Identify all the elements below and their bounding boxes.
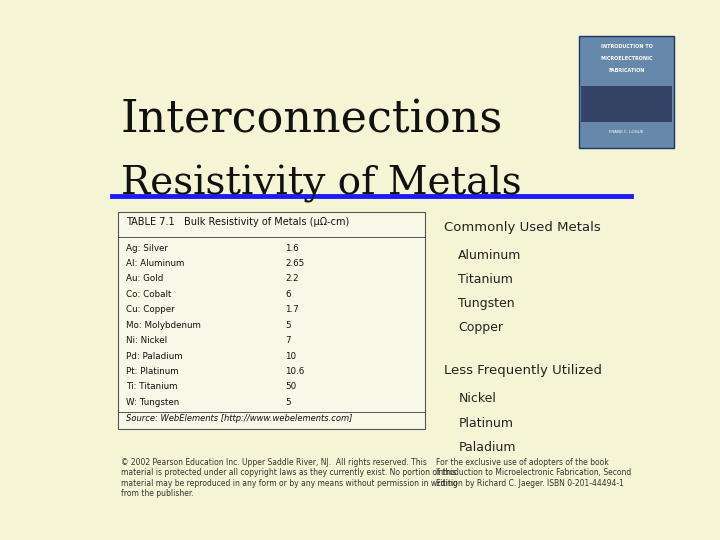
Text: Mo: Molybdenum: Mo: Molybdenum <box>126 321 201 330</box>
Text: W: Tungsten: W: Tungsten <box>126 398 179 407</box>
Text: Co: Cobalt: Co: Cobalt <box>126 290 171 299</box>
Text: Aluminum: Aluminum <box>459 249 522 262</box>
Text: Titanium: Titanium <box>459 273 513 286</box>
Text: MICROELECTRONIC: MICROELECTRONIC <box>600 56 652 61</box>
Text: FABRICATION: FABRICATION <box>608 68 644 73</box>
Text: 5: 5 <box>285 398 291 407</box>
Text: Ag: Silver: Ag: Silver <box>126 244 168 253</box>
Text: Platinum: Platinum <box>459 416 513 429</box>
Text: Source: WebElements [http://www.webelements.com]: Source: WebElements [http://www.webeleme… <box>126 415 353 423</box>
Text: Copper: Copper <box>459 321 503 334</box>
Text: Commonly Used Metals: Commonly Used Metals <box>444 221 601 234</box>
Text: 2.65: 2.65 <box>285 259 305 268</box>
Text: Less Frequently Utilized: Less Frequently Utilized <box>444 364 603 377</box>
Text: Interconnections: Interconnections <box>121 98 503 141</box>
Text: TABLE 7.1   Bulk Resistivity of Metals (μΩ-cm): TABLE 7.1 Bulk Resistivity of Metals (μΩ… <box>126 218 349 227</box>
Text: Paladium: Paladium <box>459 441 516 454</box>
Text: Nickel: Nickel <box>459 393 496 406</box>
Text: Al: Aluminum: Al: Aluminum <box>126 259 184 268</box>
Text: For the exclusive use of adopters of the book
Introduction to Microelectronic Fa: For the exclusive use of adopters of the… <box>436 458 631 488</box>
Text: 2.2: 2.2 <box>285 274 299 284</box>
Text: 6: 6 <box>285 290 291 299</box>
Text: 10.6: 10.6 <box>285 367 305 376</box>
Text: 5: 5 <box>285 321 291 330</box>
Text: INTRODUCTION TO: INTRODUCTION TO <box>600 44 652 49</box>
Text: Au: Gold: Au: Gold <box>126 274 163 284</box>
Text: Tungsten: Tungsten <box>459 297 515 310</box>
Text: Cu: Copper: Cu: Copper <box>126 305 175 314</box>
Text: 1.7: 1.7 <box>285 305 299 314</box>
Text: 7: 7 <box>285 336 291 345</box>
Text: 50: 50 <box>285 382 297 392</box>
Text: Resistivity of Metals: Resistivity of Metals <box>121 165 521 202</box>
Text: Ni: Nickel: Ni: Nickel <box>126 336 167 345</box>
Text: Ti: Titanium: Ti: Titanium <box>126 382 178 392</box>
FancyBboxPatch shape <box>118 212 425 429</box>
Text: FRANK C. LOGUE: FRANK C. LOGUE <box>609 130 644 134</box>
Text: © 2002 Pearson Education Inc. Upper Saddle River, NJ.  All rights reserved. This: © 2002 Pearson Education Inc. Upper Sadd… <box>121 458 457 498</box>
Text: Pd: Paladium: Pd: Paladium <box>126 352 183 361</box>
Bar <box>581 86 672 122</box>
Text: 10: 10 <box>285 352 297 361</box>
Text: Pt: Platinum: Pt: Platinum <box>126 367 179 376</box>
Text: 1.6: 1.6 <box>285 244 299 253</box>
